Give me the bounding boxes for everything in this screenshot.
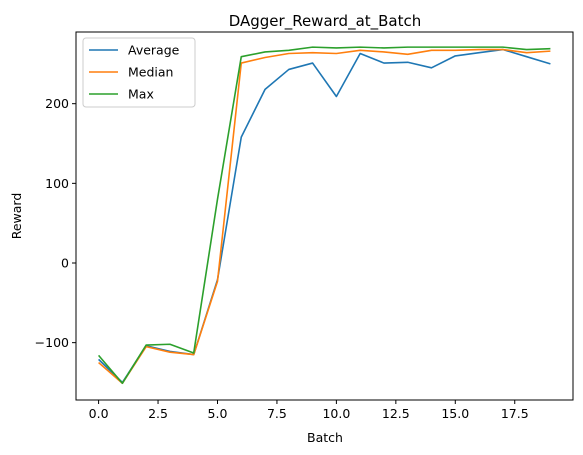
legend: Average Median Max bbox=[82, 37, 196, 108]
y-tick-label: −100 bbox=[35, 335, 69, 350]
series-line-median bbox=[98, 48, 551, 385]
chart-title: DAgger_Reward_at_Batch bbox=[229, 12, 422, 31]
legend-label-median: Median bbox=[128, 65, 173, 80]
x-tick-label: 12.5 bbox=[382, 406, 410, 421]
legend-entries: Average Median Max bbox=[89, 43, 180, 102]
y-axis-ticks: −100 0 100 200 bbox=[35, 96, 76, 350]
x-tick-label: 10.0 bbox=[322, 406, 350, 421]
x-tick-label: 0.0 bbox=[89, 406, 109, 421]
legend-box bbox=[82, 37, 196, 108]
x-tick-label: 7.5 bbox=[267, 406, 287, 421]
x-tick-label: 2.5 bbox=[148, 406, 168, 421]
x-tick-label: 17.5 bbox=[501, 406, 529, 421]
x-tick-label: 15.0 bbox=[441, 406, 469, 421]
y-axis-label: Reward bbox=[9, 193, 24, 240]
legend-label-average: Average bbox=[128, 43, 180, 58]
series-line-max bbox=[97, 46, 551, 385]
x-tick-label: 5.0 bbox=[208, 406, 228, 421]
legend-label-max: Max bbox=[128, 87, 154, 102]
x-axis-label: Batch bbox=[307, 430, 343, 445]
y-tick-label: 0 bbox=[61, 255, 69, 270]
y-tick-label: 200 bbox=[45, 96, 69, 111]
series-lines bbox=[97, 46, 551, 385]
x-axis-ticks: 0.0 2.5 5.0 7.5 10.0 12.5 15.0 17.5 bbox=[89, 400, 529, 421]
y-tick-label: 100 bbox=[45, 176, 69, 191]
plot-frame bbox=[75, 31, 574, 401]
